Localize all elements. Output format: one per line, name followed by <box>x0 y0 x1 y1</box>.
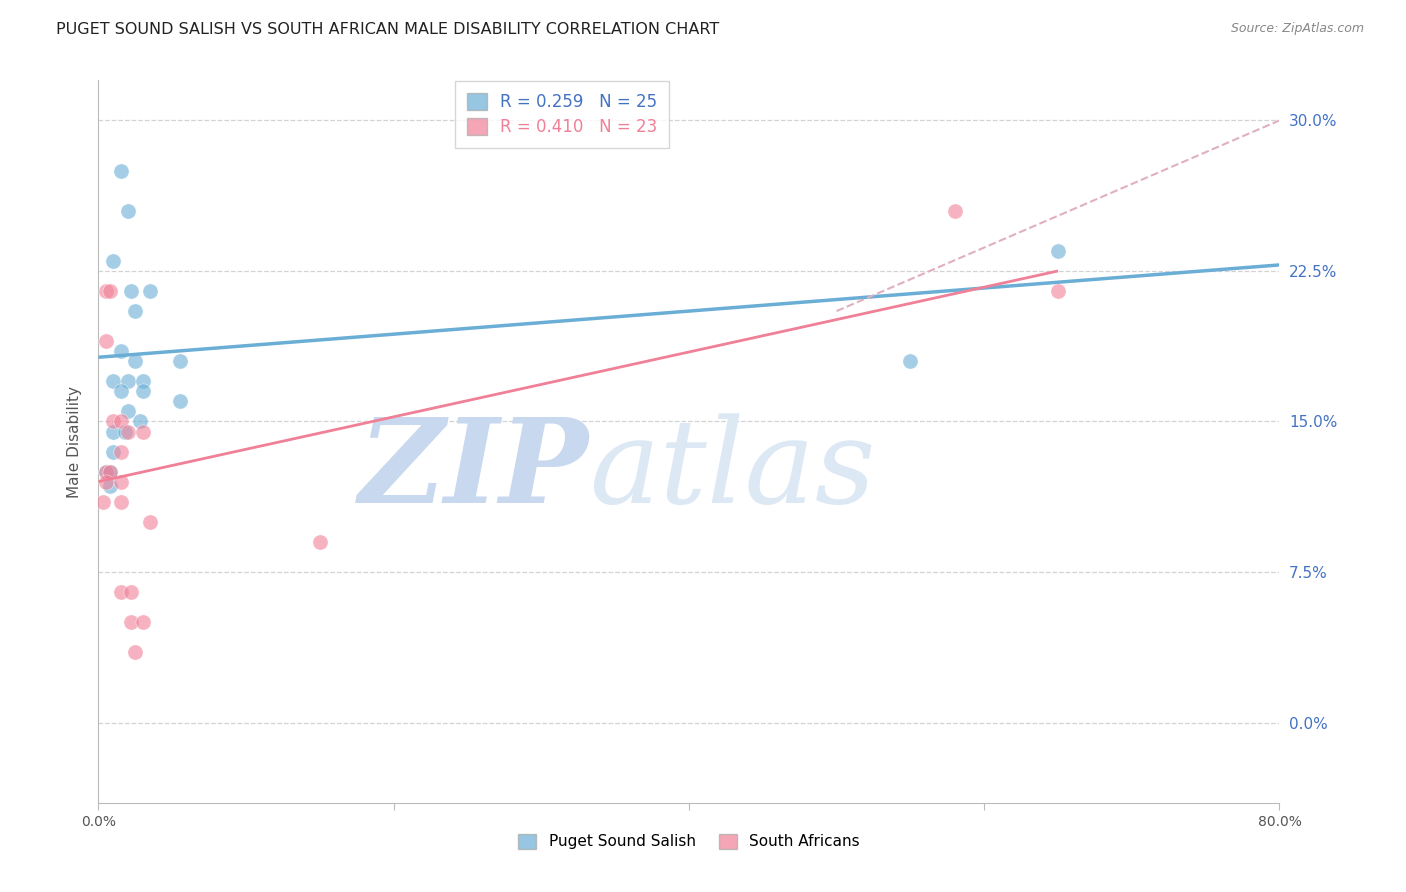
Point <box>169 354 191 368</box>
Point <box>103 414 125 429</box>
Point <box>117 375 139 389</box>
Point <box>98 284 121 298</box>
Text: PUGET SOUND SALISH VS SOUTH AFRICAN MALE DISABILITY CORRELATION CHART: PUGET SOUND SALISH VS SOUTH AFRICAN MALE… <box>56 22 720 37</box>
Point <box>110 494 132 508</box>
Point <box>103 444 125 458</box>
Point <box>114 425 136 439</box>
Point <box>120 284 142 298</box>
Point <box>94 475 117 489</box>
Point <box>94 284 117 298</box>
Y-axis label: Male Disability: Male Disability <box>67 385 83 498</box>
Point <box>139 284 162 298</box>
Point <box>943 203 966 218</box>
Point <box>94 465 117 479</box>
Point <box>117 203 139 218</box>
Point <box>124 354 146 368</box>
Legend: Puget Sound Salish, South Africans: Puget Sound Salish, South Africans <box>508 822 870 860</box>
Point <box>120 615 142 630</box>
Point <box>309 535 332 549</box>
Point <box>98 465 121 479</box>
Point <box>132 375 155 389</box>
Point <box>110 444 132 458</box>
Point <box>1047 244 1070 258</box>
Point <box>900 354 922 368</box>
Point <box>124 645 146 659</box>
Point <box>124 304 146 318</box>
Point <box>110 414 132 429</box>
Point <box>103 425 125 439</box>
Text: atlas: atlas <box>589 413 875 528</box>
Point <box>110 475 132 489</box>
Point <box>103 375 125 389</box>
Point <box>110 344 132 359</box>
Point <box>94 465 117 479</box>
Point <box>132 384 155 399</box>
Point <box>98 478 121 492</box>
Text: ZIP: ZIP <box>359 413 589 528</box>
Point <box>110 384 132 399</box>
Point <box>128 414 150 429</box>
Point <box>91 494 114 508</box>
Point <box>1047 284 1070 298</box>
Point <box>132 425 155 439</box>
Point <box>117 404 139 418</box>
Point <box>94 334 117 349</box>
Point <box>132 615 155 630</box>
Text: Source: ZipAtlas.com: Source: ZipAtlas.com <box>1230 22 1364 36</box>
Point <box>139 515 162 529</box>
Point <box>120 585 142 599</box>
Point <box>110 585 132 599</box>
Point <box>117 425 139 439</box>
Point <box>169 394 191 409</box>
Point <box>103 254 125 268</box>
Point <box>98 465 121 479</box>
Point <box>110 163 132 178</box>
